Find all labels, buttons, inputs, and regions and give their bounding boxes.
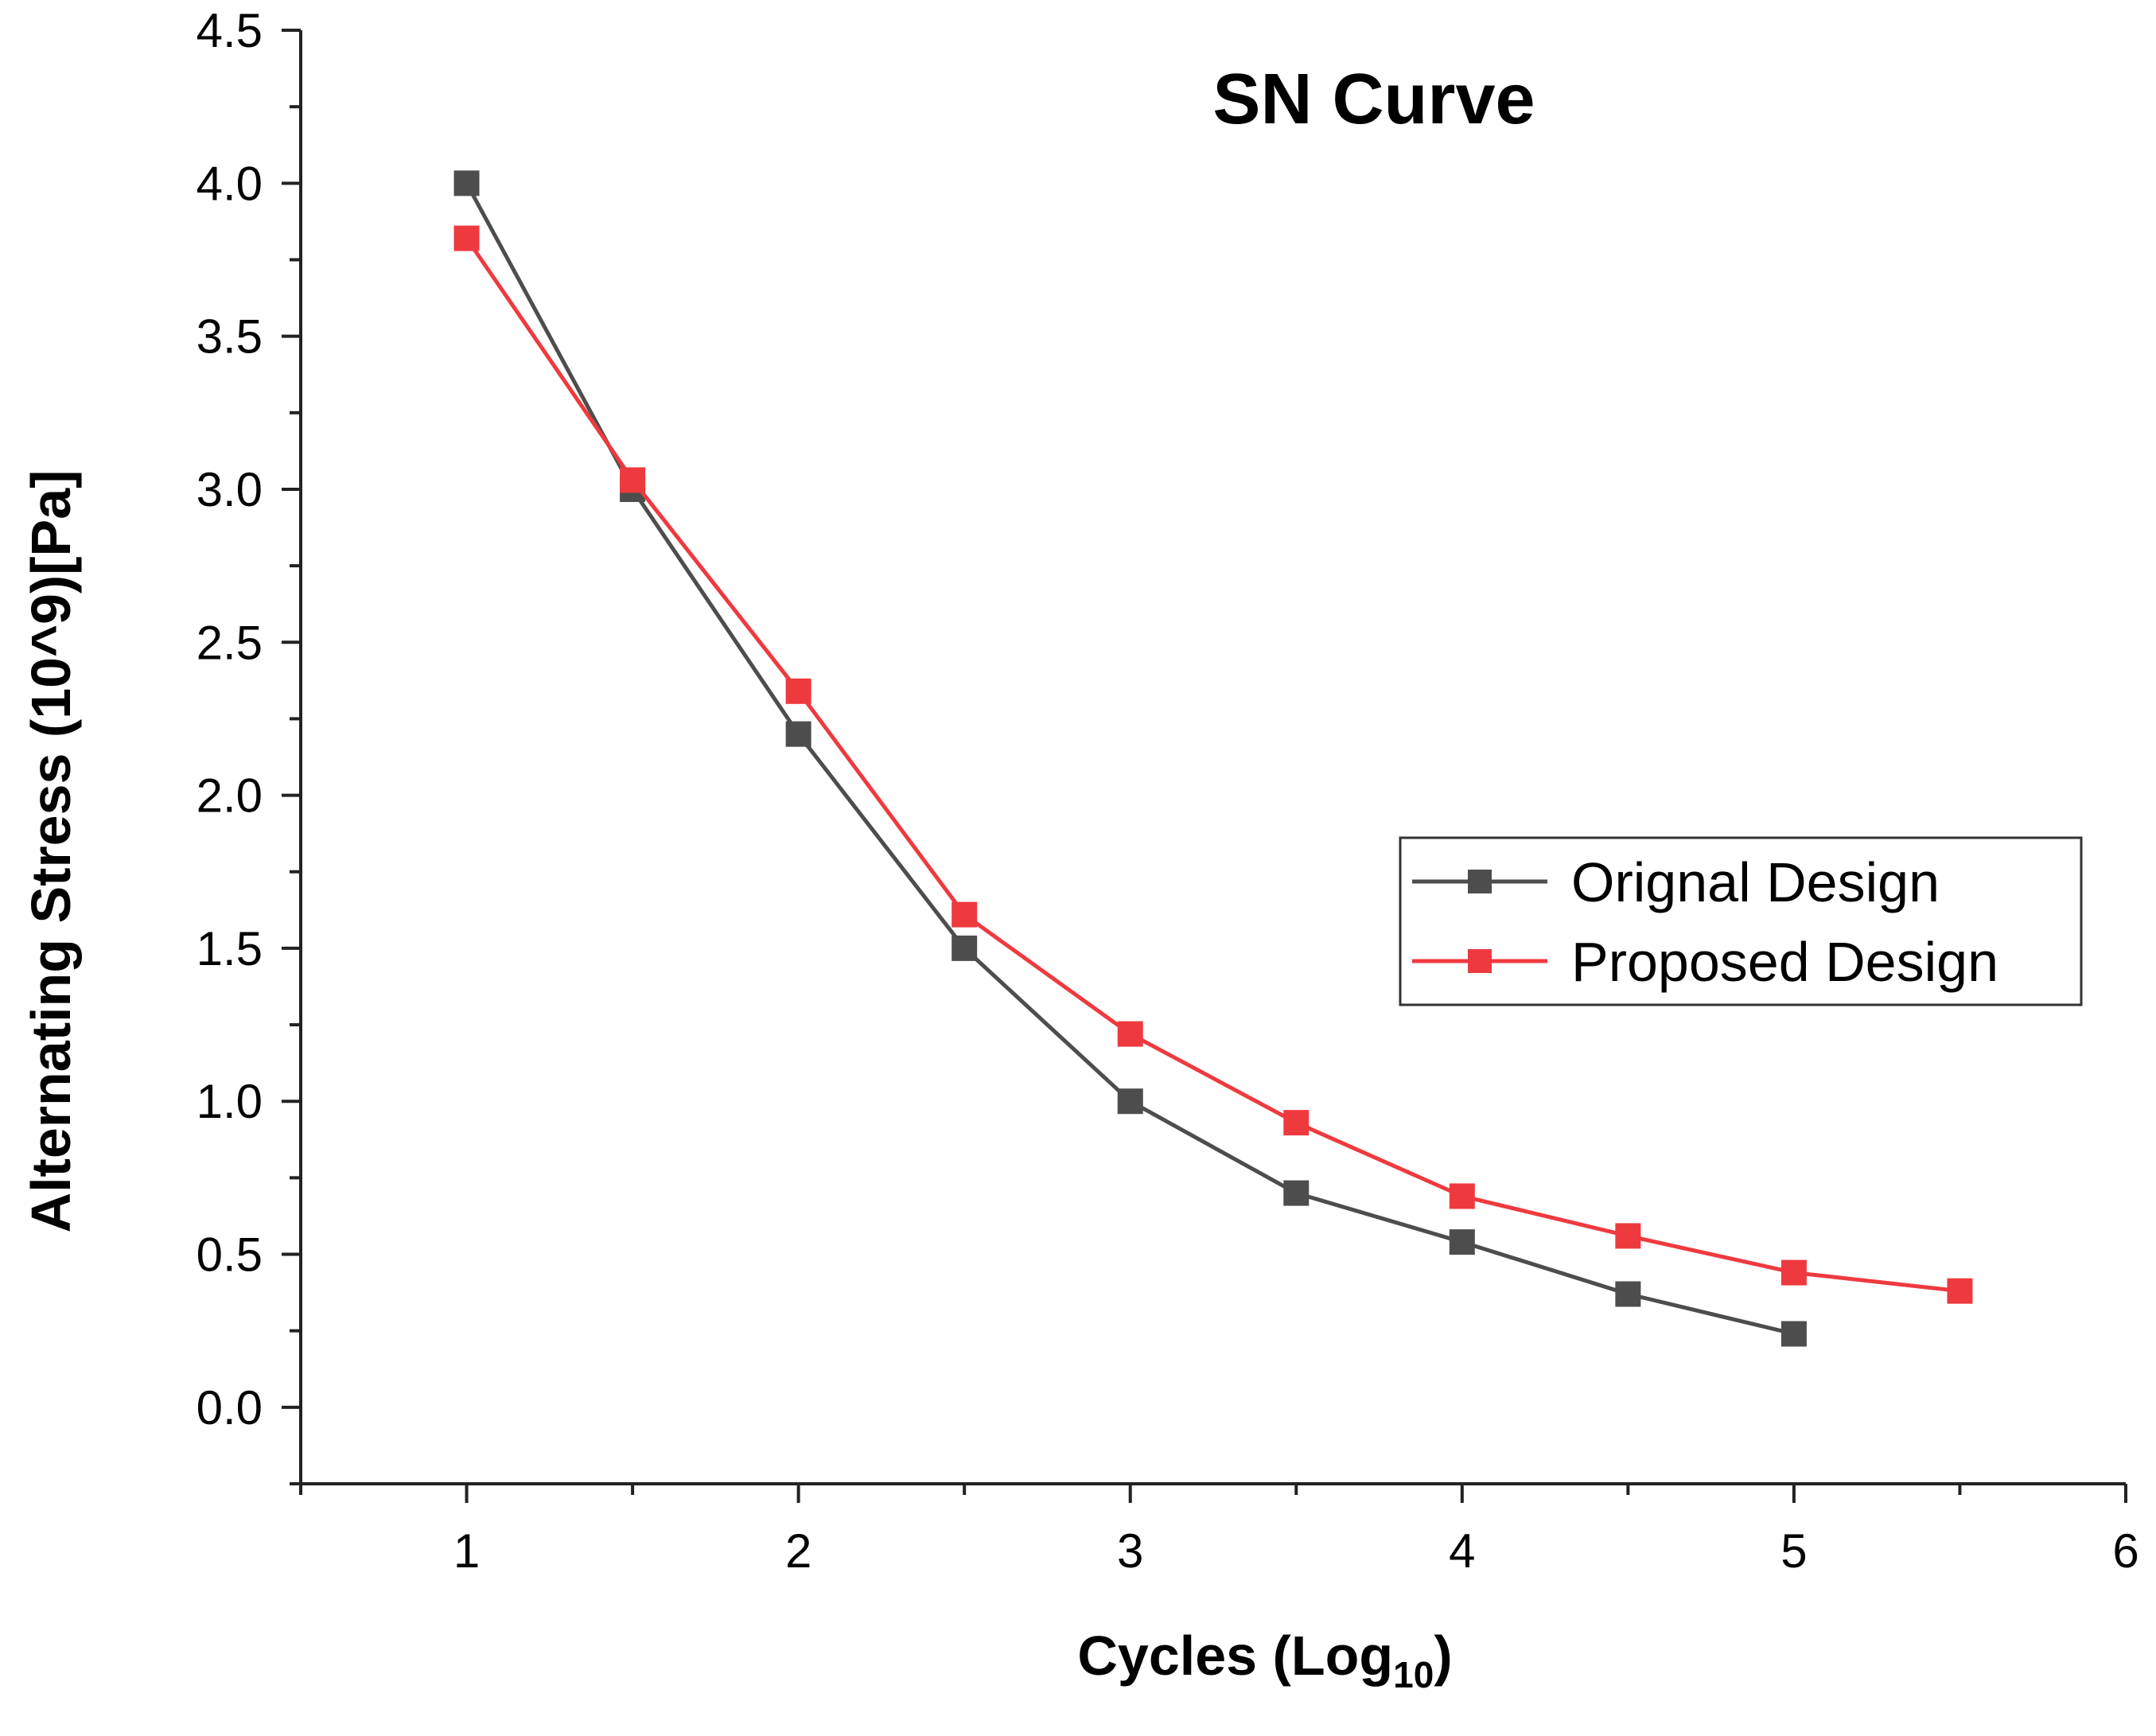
series-line-proposed-design	[465, 237, 1960, 1294]
y-tick-label: 0.0	[197, 1381, 263, 1434]
x-axis-title-main: Cycles (Log	[1077, 1625, 1393, 1687]
axes	[299, 30, 2126, 1485]
legend-marker-proposed	[1468, 949, 1492, 973]
legend-marker-orignal	[1468, 870, 1492, 893]
x-tick-label: 4	[1449, 1524, 1475, 1578]
data-point-proposed-design	[1615, 1223, 1641, 1249]
data-point-proposed-design	[1780, 1259, 1807, 1286]
data-point-orignal-design	[952, 935, 978, 961]
data-point-proposed-design	[1117, 1021, 1143, 1047]
y-tick-label: 2.0	[197, 769, 263, 823]
y-axis-title: Alternating Stress (10^9)[Pa]	[20, 470, 82, 1233]
series-orignal-design	[453, 170, 1807, 1347]
y-tick-label: 1.0	[197, 1075, 263, 1128]
data-point-proposed-design	[620, 467, 646, 493]
x-tick-label: 5	[1780, 1524, 1807, 1578]
data-point-proposed-design	[952, 901, 978, 928]
data-point-orignal-design	[1283, 1180, 1310, 1206]
y-tick-label: 3.5	[197, 310, 263, 364]
chart-title: SN Curve	[1212, 60, 1535, 139]
series-layer	[453, 170, 1973, 1347]
data-point-orignal-design	[785, 721, 811, 747]
y-axis-ticks: 0.0 0.5 1.0 1.5 2.0 2.5 3.0 3.5 4.0 4.5	[197, 4, 301, 1485]
legend-label-orignal: Orignal Design	[1571, 851, 1940, 913]
x-axis-title: Cycles (Log10)	[1077, 1625, 1452, 1695]
data-point-orignal-design	[453, 170, 480, 197]
y-tick-label: 3.0	[197, 463, 263, 516]
data-point-proposed-design	[1947, 1278, 1973, 1304]
data-point-proposed-design	[1449, 1183, 1475, 1209]
legend-box	[1399, 836, 2083, 1006]
y-tick-label: 0.5	[197, 1228, 263, 1282]
y-tick-label: 2.5	[197, 616, 263, 669]
x-tick-label: 6	[2112, 1524, 2138, 1578]
data-point-orignal-design	[1117, 1088, 1143, 1115]
y-tick-label: 4.5	[197, 4, 263, 57]
series-line-orignal-design	[465, 182, 1795, 1336]
x-tick-label: 3	[1117, 1524, 1143, 1578]
x-axis-title-close: )	[1434, 1625, 1452, 1687]
y-tick-label: 4.0	[197, 157, 263, 210]
data-point-orignal-design	[1615, 1281, 1641, 1307]
data-point-proposed-design	[1283, 1110, 1310, 1136]
x-axis-title-subscript: 10	[1393, 1654, 1434, 1695]
series-proposed-design	[453, 225, 1973, 1304]
x-tick-label: 2	[785, 1524, 811, 1578]
data-point-proposed-design	[453, 225, 480, 251]
legend: Orignal Design Proposed Design	[1399, 836, 2083, 1006]
data-point-orignal-design	[1780, 1321, 1807, 1347]
y-tick-label: 1.5	[197, 922, 263, 975]
data-point-orignal-design	[1449, 1229, 1475, 1255]
data-point-proposed-design	[785, 678, 811, 704]
legend-label-proposed: Proposed Design	[1571, 931, 1998, 993]
x-axis-ticks: 1 2 3 4 5 6	[299, 1484, 2139, 1578]
x-tick-label: 1	[453, 1524, 480, 1578]
